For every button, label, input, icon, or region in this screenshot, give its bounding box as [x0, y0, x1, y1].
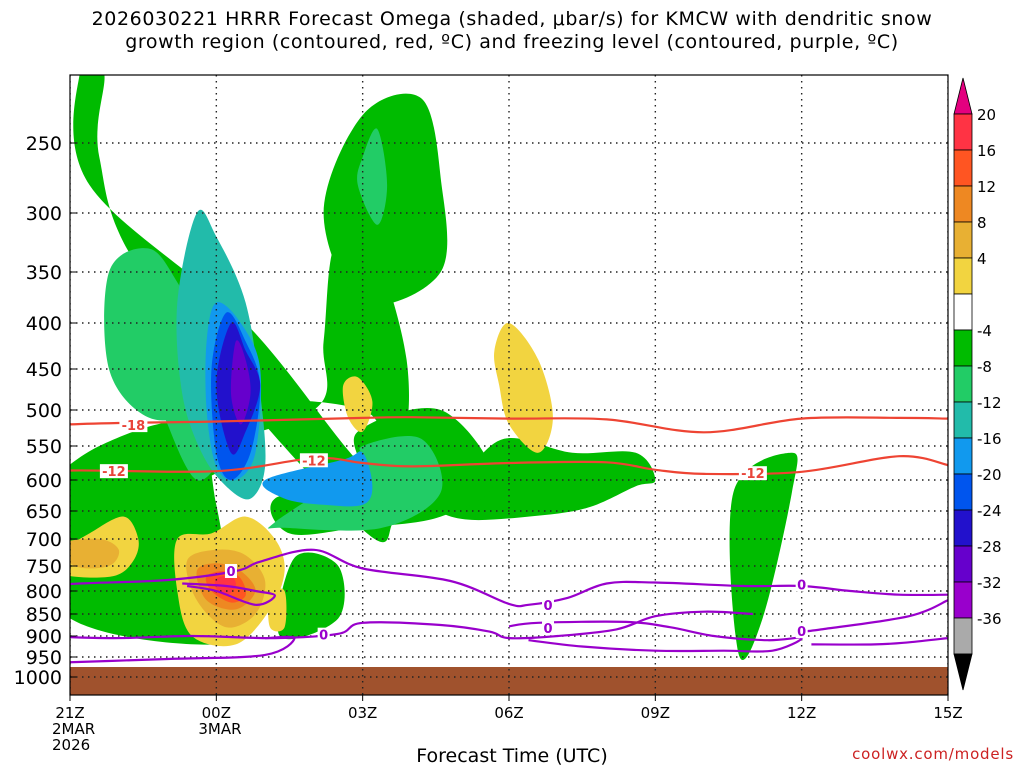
y-tick-label-950: 950 [26, 647, 62, 669]
contour-label-5: 0 [319, 629, 328, 644]
colorbar-segment-5 [954, 258, 972, 294]
credit-text: coolwx.com/models [852, 745, 1014, 763]
y-tick-label-250: 250 [26, 133, 62, 155]
colorbar-label-9: -20 [977, 466, 1002, 484]
contour-label-4: 0 [226, 565, 235, 580]
colorbar-segment-15 [954, 618, 972, 654]
plot-area [3, 61, 948, 695]
omega-region-4-27 [268, 589, 286, 632]
y-tick-label-350: 350 [26, 262, 62, 284]
contour-label-1: -12 [102, 465, 126, 480]
x-tick-label-6-0: 03Z [348, 704, 377, 722]
colorbar-segment-2 [954, 150, 972, 186]
colorbar-label-12: -32 [977, 574, 1002, 592]
colorbar-segment-11 [954, 474, 972, 510]
colorbar-label-8: -16 [977, 430, 1002, 448]
y-tick-label-550: 550 [26, 436, 62, 458]
y-tick-label-300: 300 [26, 203, 62, 225]
colorbar-segment-7 [954, 330, 972, 366]
contour-label-0: -18 [122, 419, 146, 434]
x-tick-label-12-0: 09Z [641, 704, 670, 722]
y-tick-label-400: 400 [26, 313, 62, 335]
colorbar-label-3: 8 [977, 214, 987, 232]
colorbar-label-13: -36 [977, 610, 1002, 628]
colorbar-label-1: 16 [977, 142, 996, 160]
x-tick-label-9-0: 06Z [494, 704, 523, 722]
colorbar-segment-3 [954, 186, 972, 222]
colorbar-label-10: -24 [977, 502, 1002, 520]
y-tick-label-700: 700 [26, 529, 62, 551]
colorbar-label-2: 12 [977, 178, 996, 196]
y-tick-label-450: 450 [26, 359, 62, 381]
y-tick-label-850: 850 [26, 604, 62, 626]
colorbar: 20 16 12 8 4 -4 -8 -12 -16 -20 -24 -28 -32 -36 [954, 78, 1002, 690]
omega-region-8-21 [59, 539, 119, 569]
colorbar-bottom-arrow [954, 654, 972, 690]
colorbar-segment-14 [954, 582, 972, 618]
colorbar-label-5: -4 [977, 322, 992, 340]
y-tick-label-650: 650 [26, 501, 62, 523]
y-tick-label-800: 800 [26, 581, 62, 603]
colorbar-segment-12 [954, 510, 972, 546]
colorbar-label-7: -12 [977, 394, 1002, 412]
colorbar-segment-13 [954, 546, 972, 582]
colorbar-label-6: -8 [977, 358, 992, 376]
colorbar-segment-9 [954, 402, 972, 438]
colorbar-label-0: 20 [977, 106, 996, 124]
y-tick-label-500: 500 [26, 400, 62, 422]
colorbar-segment-10 [954, 438, 972, 474]
colorbar-segment-8 [954, 366, 972, 402]
omega-cross-section-chart: -18 -12 -12 -12 0 0 0 0 0 0 250 300 350 400 450 500 550… [0, 0, 1024, 768]
colorbar-label-11: -28 [977, 538, 1002, 556]
x-tick-label-15-0: 12Z [787, 704, 816, 722]
contour-label-9: 0 [797, 625, 806, 640]
colorbar-top-arrow [954, 78, 972, 114]
contour-label-7: 0 [543, 622, 552, 637]
y-tick-label-1000: 1000 [14, 667, 62, 689]
y-tick-label-900: 900 [26, 626, 62, 648]
colorbar-segment-1 [954, 114, 972, 150]
colorbar-segment-4 [954, 222, 972, 258]
colorbar-label-4: 4 [977, 250, 987, 268]
y-tick-label-600: 600 [26, 470, 62, 492]
x-tick-label-18-0: 15Z [933, 704, 962, 722]
y-tick-label-750: 750 [26, 556, 62, 578]
contour-label-6: 0 [543, 599, 552, 614]
x-tick-label-3-1: 3MAR [198, 720, 241, 738]
contour-label-3: -12 [741, 467, 765, 482]
contour-label-8: 0 [797, 579, 806, 594]
contour-label-2: -12 [302, 454, 326, 469]
colorbar-segment-6 [954, 294, 972, 330]
